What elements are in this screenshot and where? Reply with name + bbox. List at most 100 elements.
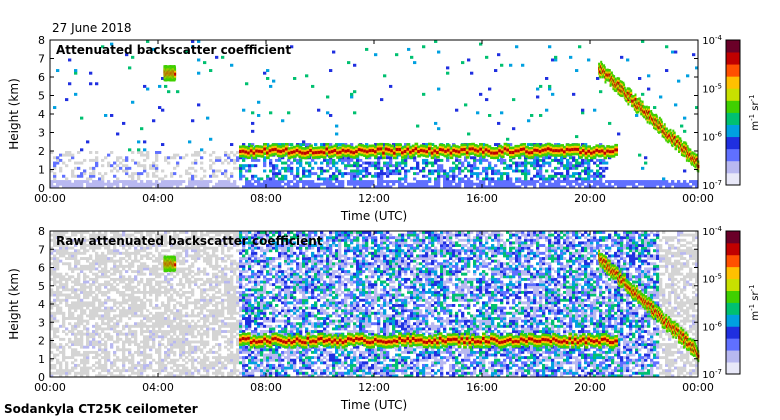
heatmap-cell xyxy=(287,166,291,170)
heatmap-cell xyxy=(167,283,171,287)
feature-cell xyxy=(438,148,443,151)
heatmap-cell xyxy=(128,288,132,292)
heatmap-cell xyxy=(191,264,195,268)
heatmap-cell xyxy=(218,185,222,189)
heatmap-cell xyxy=(263,180,267,184)
heatmap-cell xyxy=(191,363,195,367)
heatmap-cell xyxy=(179,277,183,281)
heatmap-cell xyxy=(92,236,96,240)
heatmap-cell xyxy=(149,288,153,292)
heatmap-cell xyxy=(143,290,147,294)
heatmap-cell xyxy=(104,280,108,284)
heatmap-cell xyxy=(116,356,120,360)
heatmap-cell xyxy=(575,135,579,139)
heatmap-cell xyxy=(53,106,57,110)
heatmap-cell xyxy=(128,306,132,310)
heatmap-cell xyxy=(164,322,168,326)
heatmap-cell xyxy=(347,172,351,176)
heatmap-cell xyxy=(581,111,585,115)
heatmap-cell xyxy=(140,182,144,186)
heatmap-cell xyxy=(131,288,135,292)
heatmap-cell xyxy=(104,264,108,268)
heatmap-cell xyxy=(482,169,486,173)
feature-cell xyxy=(328,150,332,154)
heatmap-cell xyxy=(539,177,543,181)
heatmap-cell xyxy=(140,330,144,333)
heatmap-cell xyxy=(158,267,162,271)
heatmap-cell xyxy=(143,350,147,354)
heatmap-cell xyxy=(107,296,111,300)
heatmap-cell xyxy=(95,353,99,357)
heatmap-cell xyxy=(599,158,603,162)
heatmap-cell xyxy=(185,327,189,331)
heatmap-cell xyxy=(155,280,159,284)
heatmap-cell xyxy=(95,161,99,165)
heatmap-cell xyxy=(119,275,123,279)
heatmap-cell xyxy=(53,280,57,284)
heatmap-cell xyxy=(140,180,144,184)
heatmap-cell xyxy=(233,185,237,189)
heatmap-cell xyxy=(611,180,615,184)
heatmap-cell xyxy=(164,238,168,242)
heatmap-cell xyxy=(332,50,336,54)
heatmap-cell xyxy=(80,285,84,289)
heatmap-cell xyxy=(86,267,90,271)
heatmap-cell xyxy=(539,84,543,88)
heatmap-cell xyxy=(95,356,99,360)
heatmap-cell xyxy=(194,358,198,362)
heatmap-cell xyxy=(191,153,195,157)
heatmap-cell xyxy=(626,182,630,186)
heatmap-cell xyxy=(134,343,138,347)
colorbar-segment xyxy=(726,160,740,174)
heatmap-cell xyxy=(365,180,369,184)
heatmap-cell xyxy=(125,164,129,168)
heatmap-cell xyxy=(167,353,171,357)
heatmap-cell xyxy=(557,158,561,162)
feature-cell xyxy=(382,151,386,155)
heatmap-cell xyxy=(188,180,192,184)
heatmap-cell xyxy=(272,174,276,178)
heatmap-cell xyxy=(449,182,453,186)
heatmap-cell xyxy=(74,166,78,170)
heatmap-cell xyxy=(155,166,159,170)
heatmap-cell xyxy=(170,288,174,292)
heatmap-cell xyxy=(83,309,87,313)
heatmap-cell xyxy=(260,185,264,189)
heatmap-cell xyxy=(98,374,102,378)
heatmap-cell xyxy=(155,180,159,184)
heatmap-cell xyxy=(77,241,81,245)
heatmap-cell xyxy=(80,314,84,318)
heatmap-cell xyxy=(584,161,588,165)
heatmap-cell xyxy=(641,182,645,186)
heatmap-cell xyxy=(83,353,87,357)
heatmap-cell xyxy=(197,324,201,328)
heatmap-cell xyxy=(125,182,129,186)
heatmap-cell xyxy=(419,169,423,173)
heatmap-cell xyxy=(200,166,204,170)
heatmap-cell xyxy=(191,241,195,245)
heatmap-cell xyxy=(137,371,141,375)
heatmap-cell xyxy=(194,249,198,253)
heatmap-cell xyxy=(200,177,204,181)
heatmap-cell xyxy=(161,290,165,294)
heatmap-cell xyxy=(83,363,87,367)
heatmap-cell xyxy=(596,158,600,162)
heatmap-cell xyxy=(164,335,168,339)
heatmap-cell xyxy=(368,182,372,186)
heatmap-cell xyxy=(146,172,150,176)
heatmap-cell xyxy=(56,236,60,240)
heatmap-cell xyxy=(131,311,135,315)
heatmap-cell xyxy=(98,180,102,184)
heatmap-cell xyxy=(314,172,318,176)
heatmap-cell xyxy=(203,169,207,173)
heatmap-cell xyxy=(389,185,393,189)
heatmap-cell xyxy=(182,345,186,349)
heatmap-cell xyxy=(134,236,138,240)
heatmap-cell xyxy=(122,185,126,189)
heatmap-cell xyxy=(77,340,81,344)
heatmap-cell xyxy=(89,343,93,347)
heatmap-cell xyxy=(62,241,66,245)
heatmap-cell xyxy=(74,353,78,357)
heatmap-cell xyxy=(320,169,324,173)
heatmap-cell xyxy=(374,185,378,189)
